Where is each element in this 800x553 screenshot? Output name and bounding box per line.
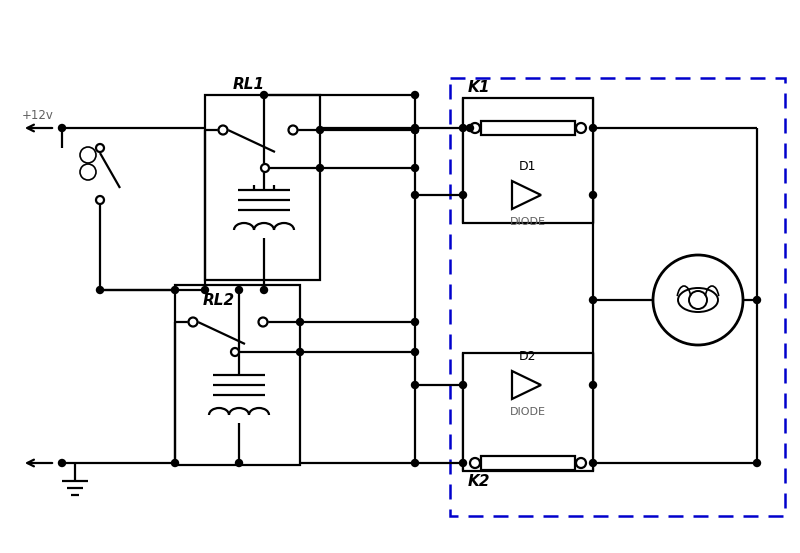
Circle shape xyxy=(261,91,267,98)
Circle shape xyxy=(411,460,418,467)
Bar xyxy=(175,285,300,465)
Polygon shape xyxy=(512,371,541,399)
Circle shape xyxy=(590,296,597,304)
Circle shape xyxy=(590,460,597,467)
Circle shape xyxy=(58,124,66,132)
Circle shape xyxy=(754,460,761,467)
Circle shape xyxy=(689,291,707,309)
Circle shape xyxy=(258,317,267,326)
Bar xyxy=(481,121,575,135)
Circle shape xyxy=(411,124,418,132)
Circle shape xyxy=(411,91,418,98)
Circle shape xyxy=(470,458,480,468)
Circle shape xyxy=(411,382,418,389)
Circle shape xyxy=(411,127,418,133)
Bar xyxy=(450,78,785,516)
Circle shape xyxy=(411,348,418,356)
Circle shape xyxy=(754,296,761,304)
Circle shape xyxy=(590,124,597,132)
Circle shape xyxy=(459,191,466,199)
Circle shape xyxy=(466,124,474,132)
Circle shape xyxy=(590,191,597,199)
Text: RL1: RL1 xyxy=(233,77,265,92)
Text: D1: D1 xyxy=(519,160,537,173)
Circle shape xyxy=(576,123,586,133)
Circle shape xyxy=(317,164,323,171)
Circle shape xyxy=(411,191,418,199)
Circle shape xyxy=(261,286,267,294)
Circle shape xyxy=(235,286,242,294)
Text: K1: K1 xyxy=(468,80,490,95)
Circle shape xyxy=(80,147,96,163)
Text: RL2: RL2 xyxy=(203,293,235,308)
Circle shape xyxy=(317,127,323,133)
Text: DIODE: DIODE xyxy=(510,407,546,417)
Circle shape xyxy=(470,123,480,133)
Bar xyxy=(463,353,593,471)
Circle shape xyxy=(590,382,597,389)
Text: K2: K2 xyxy=(468,474,490,489)
Circle shape xyxy=(297,319,303,326)
Circle shape xyxy=(97,286,103,294)
Circle shape xyxy=(96,144,104,152)
Circle shape xyxy=(96,196,104,204)
Circle shape xyxy=(411,319,418,326)
Circle shape xyxy=(297,348,303,356)
Circle shape xyxy=(459,382,466,389)
Text: +12v: +12v xyxy=(22,109,54,122)
Circle shape xyxy=(576,458,586,468)
Circle shape xyxy=(459,124,466,132)
Circle shape xyxy=(459,460,466,467)
Bar xyxy=(463,98,593,223)
Polygon shape xyxy=(512,181,541,209)
Circle shape xyxy=(289,126,298,134)
Text: D2: D2 xyxy=(519,350,537,363)
Circle shape xyxy=(58,460,66,467)
Circle shape xyxy=(411,127,418,133)
Circle shape xyxy=(218,126,227,134)
Circle shape xyxy=(411,164,418,171)
Circle shape xyxy=(235,460,242,467)
Circle shape xyxy=(80,164,96,180)
Text: DIODE: DIODE xyxy=(510,217,546,227)
Bar xyxy=(481,456,575,470)
Circle shape xyxy=(653,255,743,345)
Circle shape xyxy=(261,164,269,172)
Circle shape xyxy=(171,460,178,467)
Bar xyxy=(205,95,320,280)
Circle shape xyxy=(231,348,239,356)
Circle shape xyxy=(202,286,209,294)
Circle shape xyxy=(171,286,178,294)
Circle shape xyxy=(189,317,198,326)
